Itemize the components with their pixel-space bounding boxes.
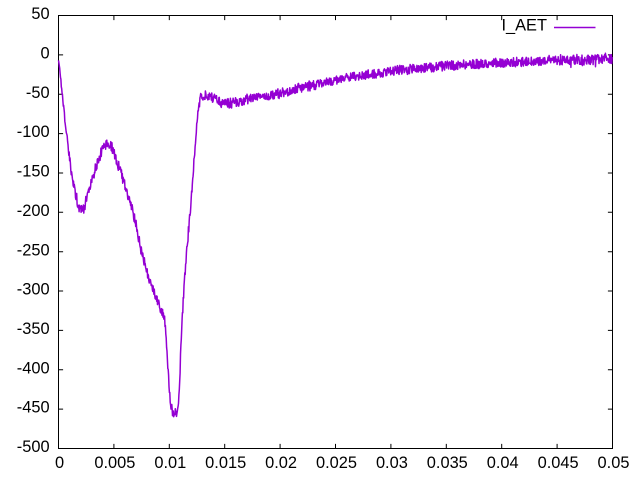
svg-text:50: 50 <box>31 5 49 23</box>
svg-text:0.03: 0.03 <box>376 454 408 472</box>
svg-text:-450: -450 <box>17 399 50 417</box>
svg-text:-300: -300 <box>17 281 50 299</box>
svg-text:0.025: 0.025 <box>316 454 357 472</box>
svg-text:0.02: 0.02 <box>265 454 297 472</box>
svg-text:0.05: 0.05 <box>598 454 630 472</box>
svg-text:0.035: 0.035 <box>427 454 468 472</box>
svg-text:0.01: 0.01 <box>154 454 186 472</box>
svg-text:0.005: 0.005 <box>94 454 135 472</box>
svg-text:0.045: 0.045 <box>538 454 579 472</box>
svg-text:0.015: 0.015 <box>205 454 246 472</box>
svg-text:-350: -350 <box>17 320 50 338</box>
svg-text:-250: -250 <box>17 241 50 259</box>
svg-text:-400: -400 <box>17 359 50 377</box>
svg-text:I_AET: I_AET <box>501 16 547 34</box>
svg-text:-200: -200 <box>17 202 50 220</box>
svg-text:-100: -100 <box>17 123 50 141</box>
svg-text:-500: -500 <box>17 438 50 456</box>
svg-text:-50: -50 <box>26 84 50 102</box>
svg-text:0: 0 <box>55 454 64 472</box>
svg-text:-150: -150 <box>17 163 50 181</box>
svg-text:0.04: 0.04 <box>487 454 519 472</box>
svg-text:0: 0 <box>40 45 49 63</box>
